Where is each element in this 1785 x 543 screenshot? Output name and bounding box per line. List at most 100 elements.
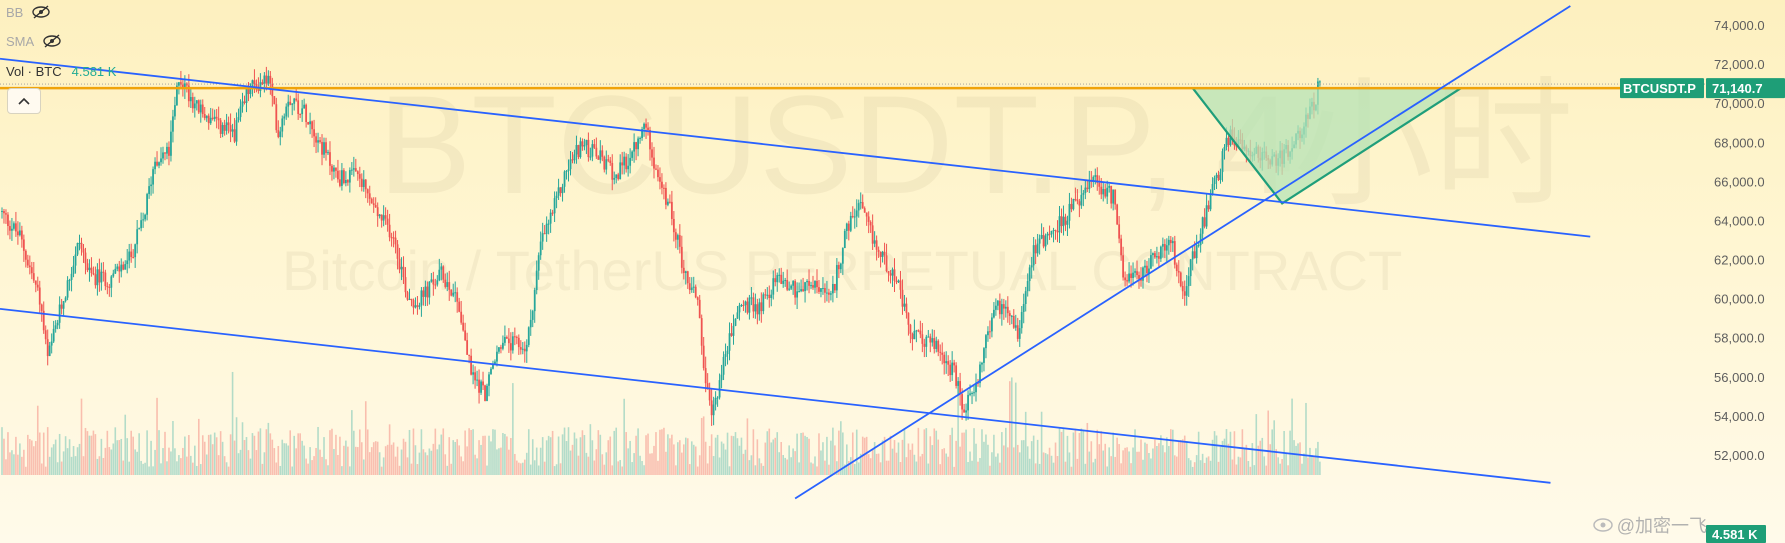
candle-body [694, 286, 697, 298]
candle-body [645, 123, 647, 128]
candle-body [488, 374, 490, 386]
indicator-sma[interactable]: SMA [6, 32, 62, 50]
volume-bar [1168, 446, 1170, 475]
volume-bar [694, 446, 697, 475]
candle-body [800, 289, 802, 292]
volume-bar [478, 440, 480, 475]
candle-body [567, 169, 570, 171]
candle-body [72, 265, 75, 274]
volume-bar [778, 452, 781, 475]
volume-bar [271, 439, 274, 475]
candle-body [975, 382, 977, 393]
volume-bar [150, 440, 152, 475]
candle-body [195, 100, 198, 104]
candle-body [639, 138, 641, 140]
candle-body [665, 187, 667, 205]
volume-bar [720, 441, 723, 475]
volume-bar [1156, 445, 1158, 475]
volume-bar [1281, 459, 1283, 475]
volume-bar [11, 450, 13, 475]
candle-body [281, 118, 284, 132]
volume-bar [955, 440, 957, 475]
candle-body [903, 303, 906, 307]
volume-bar [335, 434, 337, 475]
volume-bar [398, 465, 401, 475]
volume-bar [575, 438, 578, 475]
candle-body [1052, 230, 1055, 232]
candle-body [663, 187, 665, 189]
candle-body [595, 147, 598, 157]
candle-body [1010, 315, 1013, 317]
candle-body [575, 144, 578, 155]
volume-bar [1078, 433, 1081, 475]
volume-bar [1009, 381, 1011, 475]
volume-bar [1195, 455, 1198, 475]
volume-bar [114, 427, 117, 475]
volume-bar [440, 434, 443, 475]
candle-body [772, 278, 775, 295]
candle-body [617, 174, 620, 180]
candle-body [18, 230, 21, 236]
volume-bar [1080, 428, 1083, 475]
candle-body [273, 96, 276, 105]
candle-body [955, 365, 958, 386]
volume-bar [704, 441, 707, 475]
volume-bar [458, 445, 460, 475]
volume-bar [27, 434, 29, 475]
hidden-eye-icon[interactable] [42, 34, 62, 48]
candle-body [1028, 267, 1031, 282]
volume-bar [362, 459, 365, 475]
candle-body [738, 305, 741, 313]
volume-bar [40, 463, 43, 475]
volume-bar [140, 460, 142, 475]
candle-body [199, 104, 202, 113]
candle-body [1094, 175, 1097, 177]
volume-bar [595, 449, 598, 475]
candle-body [949, 364, 952, 376]
volume-bar [142, 463, 144, 475]
candle-body [237, 117, 240, 121]
volume-bar [571, 444, 574, 475]
candle-body [993, 309, 995, 318]
volume-bar [428, 448, 431, 475]
volume-bar [1209, 460, 1212, 475]
candle-body [569, 159, 572, 170]
volume-bar [617, 461, 620, 475]
candle-body [758, 302, 761, 315]
indicator-bb[interactable]: BB [6, 3, 51, 21]
candle-body [360, 178, 363, 187]
volume-bar [997, 453, 999, 475]
candle-body [770, 294, 773, 298]
candle-body [653, 157, 655, 169]
volume-bar [567, 427, 570, 475]
candle-body [806, 280, 808, 283]
candle-body [549, 212, 552, 224]
volume-bar [716, 434, 719, 475]
volume-bar [698, 455, 701, 475]
volume-bar [504, 433, 506, 475]
volume-bar [1237, 456, 1240, 475]
volume-bar [1179, 439, 1182, 475]
candle-body [297, 100, 300, 115]
indicator-volume-label: Vol · BTC [6, 63, 62, 79]
hidden-eye-icon[interactable] [31, 5, 51, 19]
collapse-indicators-button[interactable] [7, 88, 41, 114]
volume-bar [1060, 431, 1063, 475]
volume-bar [15, 436, 17, 475]
volume-bar [1116, 437, 1118, 475]
volume-bar [122, 460, 125, 475]
volume-bar [531, 439, 534, 475]
candle-body [851, 215, 854, 217]
candle-body [1165, 245, 1168, 251]
volume-bar [907, 443, 910, 475]
candle-body [1114, 189, 1117, 205]
indicator-volume[interactable]: Vol · BTC 4.581 K [6, 62, 116, 80]
candle-body [1056, 230, 1059, 233]
volume-bar [1245, 444, 1248, 475]
volume-bar [828, 464, 830, 475]
candle-body [430, 279, 433, 282]
volume-bar [227, 466, 230, 475]
candle-body [259, 82, 262, 91]
volume-bar [1082, 430, 1085, 475]
